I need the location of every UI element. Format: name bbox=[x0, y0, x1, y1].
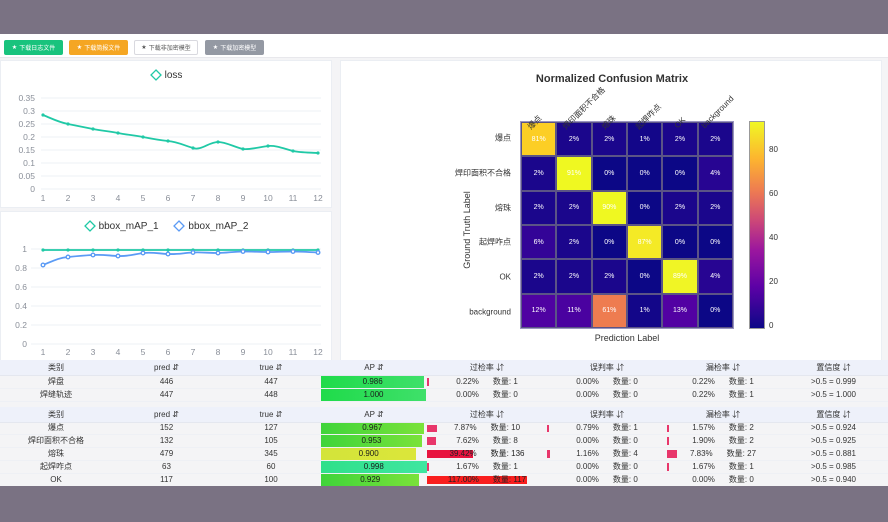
svg-text:0.1: 0.1 bbox=[23, 158, 35, 168]
svg-text:3: 3 bbox=[91, 193, 96, 203]
svg-text:0.3: 0.3 bbox=[23, 106, 35, 116]
svg-text:0.2: 0.2 bbox=[23, 132, 35, 142]
svg-text:2: 2 bbox=[66, 347, 71, 357]
svg-text:9: 9 bbox=[241, 193, 246, 203]
svg-text:0.6: 0.6 bbox=[15, 282, 27, 292]
svg-text:0.25: 0.25 bbox=[18, 119, 35, 129]
svg-text:6: 6 bbox=[166, 347, 171, 357]
svg-text:12: 12 bbox=[313, 347, 323, 357]
svg-text:8: 8 bbox=[216, 193, 221, 203]
svg-text:4: 4 bbox=[116, 193, 121, 203]
svg-text:5: 5 bbox=[141, 193, 146, 203]
svg-text:0: 0 bbox=[30, 184, 35, 194]
svg-text:1: 1 bbox=[41, 193, 46, 203]
svg-text:0.05: 0.05 bbox=[18, 171, 35, 181]
svg-text:12: 12 bbox=[313, 193, 323, 203]
svg-text:4: 4 bbox=[116, 347, 121, 357]
svg-text:0.2: 0.2 bbox=[15, 320, 27, 330]
svg-text:2: 2 bbox=[66, 193, 71, 203]
svg-text:9: 9 bbox=[241, 347, 246, 357]
svg-text:1: 1 bbox=[22, 244, 27, 254]
svg-text:0.35: 0.35 bbox=[18, 93, 35, 103]
svg-text:7: 7 bbox=[191, 193, 196, 203]
svg-text:11: 11 bbox=[289, 193, 298, 203]
svg-text:6: 6 bbox=[166, 193, 171, 203]
svg-text:7: 7 bbox=[191, 347, 196, 357]
svg-text:0.4: 0.4 bbox=[15, 301, 27, 311]
svg-text:8: 8 bbox=[216, 347, 221, 357]
svg-text:1: 1 bbox=[41, 347, 46, 357]
svg-text:10: 10 bbox=[263, 347, 273, 357]
svg-text:10: 10 bbox=[263, 193, 273, 203]
svg-text:0.15: 0.15 bbox=[18, 145, 35, 155]
svg-text:0.8: 0.8 bbox=[15, 263, 27, 273]
svg-text:5: 5 bbox=[141, 347, 146, 357]
svg-text:11: 11 bbox=[289, 347, 298, 357]
svg-text:3: 3 bbox=[91, 347, 96, 357]
svg-text:0: 0 bbox=[22, 339, 27, 349]
